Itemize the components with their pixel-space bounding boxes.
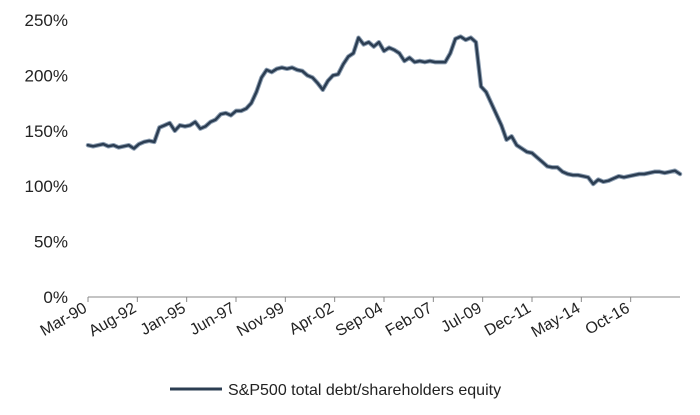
legend: S&P500 total debt/shareholders equity bbox=[170, 382, 501, 399]
series-line-outline bbox=[85, 34, 683, 187]
x-tick-label: Sep-04 bbox=[333, 300, 386, 341]
x-tick-label: Jun-97 bbox=[187, 300, 238, 339]
y-tick-label: 150% bbox=[25, 122, 68, 141]
y-tick-label: 50% bbox=[34, 233, 68, 252]
y-tick-label: 0% bbox=[43, 288, 68, 307]
legend-label: S&P500 total debt/shareholders equity bbox=[228, 382, 501, 399]
y-axis: 0% 50% 100% 150% 200% 250% bbox=[25, 11, 68, 307]
series-layer bbox=[85, 34, 683, 187]
series-line bbox=[86, 35, 682, 186]
x-tick-label: Aug-92 bbox=[86, 300, 139, 341]
y-tick-label: 100% bbox=[25, 177, 68, 196]
x-tick-label: Jul-09 bbox=[438, 300, 484, 337]
x-tick-label: Dec-11 bbox=[482, 300, 534, 340]
x-tick-label: May-14 bbox=[529, 300, 584, 341]
x-tick-label: Apr-02 bbox=[287, 300, 337, 339]
x-tick-label: Nov-99 bbox=[234, 300, 287, 341]
y-tick-label: 250% bbox=[25, 11, 68, 30]
x-tick-label: Jan-95 bbox=[138, 300, 189, 339]
x-tick-label: Feb-07 bbox=[383, 300, 435, 340]
x-tick-label: Oct-16 bbox=[583, 300, 633, 339]
y-tick-label: 200% bbox=[25, 66, 68, 85]
